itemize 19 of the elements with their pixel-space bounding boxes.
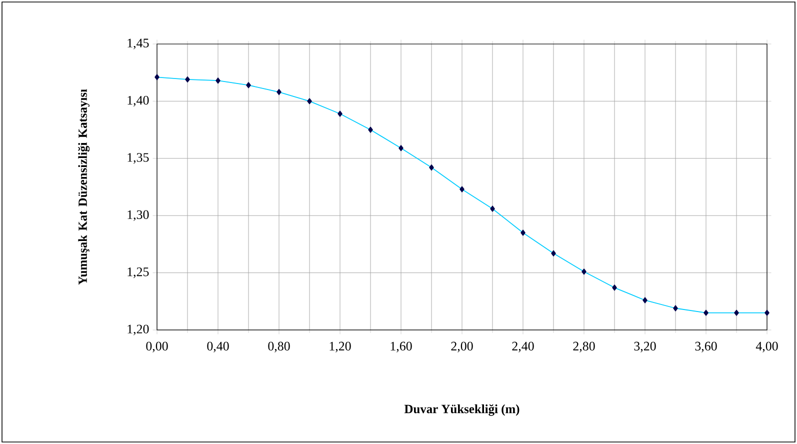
x-tick-label: 3,20 — [634, 342, 656, 352]
y-tick-label: 1,40 — [128, 96, 149, 106]
y-axis-title: Yumuşak Kat Düzensizliği Katsayısı — [78, 89, 90, 285]
x-tick-label: 0,80 — [268, 342, 290, 352]
y-tick-label: 1,25 — [128, 268, 149, 278]
y-tick-label: 1,20 — [128, 324, 149, 336]
x-tick-label: 2,40 — [512, 342, 534, 352]
x-tick-label: 1,20 — [330, 342, 351, 352]
x-tick-label: 0,00 — [146, 342, 168, 352]
y-tick-label: 1,30 — [128, 210, 149, 221]
x-tick-label: 2,00 — [451, 342, 473, 352]
y-tick-label: 1,35 — [128, 153, 149, 164]
x-tick-label: 0,40 — [207, 342, 229, 352]
x-tick-label: 2,80 — [573, 342, 595, 352]
y-tick-label: 1,45 — [128, 38, 149, 50]
x-tick-label: 4,00 — [756, 342, 778, 352]
x-axis-title: Duvar Yüksekliği (m) — [404, 404, 520, 416]
x-tick-label: 3,60 — [695, 342, 717, 352]
x-tick-label: 1,60 — [390, 342, 412, 352]
